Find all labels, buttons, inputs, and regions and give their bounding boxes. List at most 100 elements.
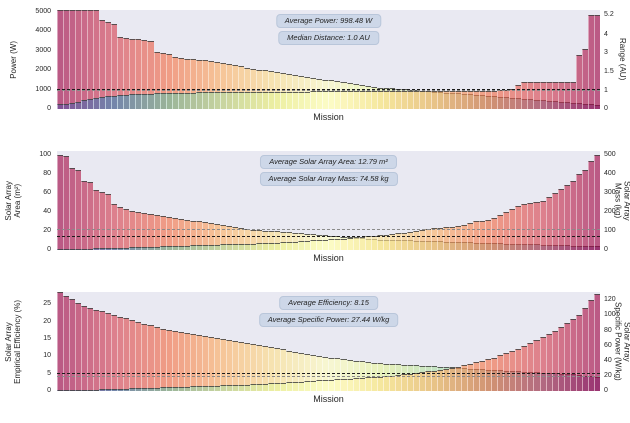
bar bbox=[93, 98, 100, 109]
bar bbox=[189, 245, 196, 250]
bar bbox=[135, 211, 142, 250]
y-axis-label-right: Solar Array Specific Power (W/kg) bbox=[614, 292, 630, 391]
bar bbox=[533, 339, 540, 391]
bar bbox=[171, 246, 178, 250]
bar bbox=[99, 97, 106, 109]
bar bbox=[575, 54, 582, 109]
bar bbox=[237, 342, 244, 391]
bar bbox=[213, 92, 220, 109]
bar bbox=[461, 225, 468, 250]
bar bbox=[587, 300, 594, 391]
bar bbox=[141, 40, 148, 109]
bar bbox=[527, 342, 534, 391]
bar bbox=[165, 93, 172, 109]
bar bbox=[340, 378, 347, 391]
y-axis-label-left-text: Solar Array Empirical Efficiency (%) bbox=[4, 299, 22, 384]
bar bbox=[352, 378, 359, 391]
bar bbox=[250, 91, 257, 109]
bar bbox=[436, 227, 443, 250]
bar bbox=[545, 196, 552, 250]
bar bbox=[111, 23, 118, 109]
bar bbox=[412, 230, 419, 250]
annotation-group: Average Solar Array Area: 12.79 m² Averag… bbox=[259, 155, 398, 186]
plot-area: Average Solar Array Area: 12.79 m² Averag… bbox=[57, 151, 600, 250]
bar bbox=[177, 218, 184, 250]
bar bbox=[352, 91, 359, 109]
bar bbox=[129, 388, 136, 391]
y-tick-label-right: 80 bbox=[604, 326, 612, 334]
bar bbox=[527, 81, 534, 109]
bar bbox=[105, 248, 112, 250]
bar bbox=[503, 211, 510, 250]
bar bbox=[129, 94, 136, 109]
bar bbox=[117, 316, 124, 391]
y-tick-label-left: 100 bbox=[39, 150, 51, 158]
bar bbox=[243, 343, 250, 391]
bar bbox=[424, 90, 431, 109]
bar bbox=[201, 92, 208, 109]
bar bbox=[213, 244, 220, 250]
y-tick-label-left: 20 bbox=[43, 317, 51, 325]
bar bbox=[418, 372, 425, 391]
bar bbox=[406, 231, 413, 250]
bar bbox=[509, 350, 516, 391]
bar bbox=[418, 230, 425, 250]
y-tick-label-left: 40 bbox=[43, 207, 51, 215]
bar bbox=[99, 191, 106, 250]
bar bbox=[105, 21, 112, 109]
bar bbox=[99, 311, 106, 391]
bar bbox=[141, 387, 148, 391]
bar bbox=[225, 64, 232, 109]
bar bbox=[449, 90, 456, 109]
bar bbox=[111, 388, 118, 391]
bar bbox=[117, 37, 124, 109]
bar bbox=[111, 204, 118, 250]
bar bbox=[262, 230, 269, 250]
bar bbox=[334, 379, 341, 391]
y-axis-label-right-text: Solar Array Mass (kg) bbox=[613, 180, 630, 221]
bar bbox=[256, 383, 263, 391]
y-tick-label-right: 1 bbox=[604, 86, 608, 94]
bar bbox=[171, 217, 178, 250]
panel-power-range: Power (W) 0 1000 2000 3000 4000 5000 Average … bbox=[0, 0, 630, 141]
bar bbox=[280, 231, 287, 250]
annotation-group: Average Efficiency: 8.15 Average Specific… bbox=[258, 296, 399, 327]
bar bbox=[87, 182, 94, 250]
bar bbox=[189, 333, 196, 391]
bar bbox=[159, 328, 166, 391]
bar bbox=[141, 212, 148, 250]
bar bbox=[147, 387, 154, 391]
bar bbox=[436, 369, 443, 391]
bar bbox=[177, 92, 184, 109]
bar bbox=[165, 387, 172, 391]
bar bbox=[69, 102, 76, 109]
y-tick-label-left: 1000 bbox=[35, 85, 51, 93]
bar bbox=[328, 91, 335, 109]
x-axis-label: Mission bbox=[313, 253, 344, 263]
bar bbox=[424, 371, 431, 391]
y-tick-label-left: 5000 bbox=[35, 8, 51, 16]
bar bbox=[75, 10, 82, 109]
bar bbox=[201, 245, 208, 250]
bar bbox=[69, 168, 76, 250]
y-tick-label-left: 4000 bbox=[35, 27, 51, 35]
bar bbox=[545, 81, 552, 109]
bar bbox=[207, 92, 214, 109]
y-tick-label-left: 0 bbox=[47, 387, 51, 394]
panel-efficiency-specific-power: Solar Array Empirical Efficiency (%) 0 5 1… bbox=[0, 282, 630, 423]
bar bbox=[63, 103, 70, 109]
bar bbox=[328, 379, 335, 391]
bar bbox=[225, 92, 232, 109]
bar bbox=[521, 345, 528, 391]
bar bbox=[340, 238, 347, 250]
bar bbox=[575, 173, 582, 250]
bar bbox=[322, 380, 329, 391]
bar bbox=[455, 90, 462, 109]
bar bbox=[237, 66, 244, 109]
y-tick-label-left: 0 bbox=[47, 246, 51, 253]
bar bbox=[443, 90, 450, 109]
bar bbox=[539, 336, 546, 391]
bar bbox=[286, 382, 293, 391]
bar bbox=[358, 377, 365, 391]
bar bbox=[394, 233, 401, 250]
